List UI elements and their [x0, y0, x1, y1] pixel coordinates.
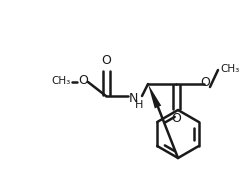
Text: CH₃: CH₃ — [220, 64, 240, 74]
Text: O: O — [171, 113, 181, 126]
Text: O: O — [78, 74, 88, 88]
Polygon shape — [148, 84, 161, 108]
Text: O: O — [200, 76, 210, 89]
Text: N: N — [128, 93, 138, 105]
Text: O: O — [101, 55, 111, 68]
Text: CH₃: CH₃ — [52, 76, 71, 86]
Text: H: H — [135, 100, 143, 110]
